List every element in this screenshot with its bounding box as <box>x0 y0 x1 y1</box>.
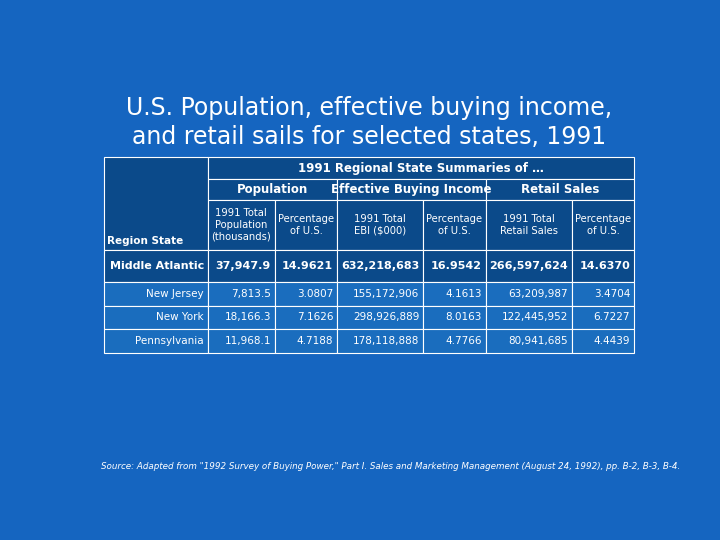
Bar <box>485 179 634 200</box>
Bar <box>423 282 485 306</box>
Text: 8.0163: 8.0163 <box>445 313 482 322</box>
Bar <box>485 329 572 353</box>
Text: 122,445,952: 122,445,952 <box>502 313 568 322</box>
Text: Population: Population <box>237 183 308 196</box>
Bar <box>337 329 423 353</box>
Text: 7,813.5: 7,813.5 <box>231 289 271 299</box>
Bar <box>572 250 634 282</box>
Text: U.S. Population, effective buying income,
and retail sails for selected states, : U.S. Population, effective buying income… <box>126 96 612 149</box>
Text: 1991 Total
Retail Sales: 1991 Total Retail Sales <box>500 214 558 235</box>
Bar <box>275 250 337 282</box>
Text: 155,172,906: 155,172,906 <box>354 289 420 299</box>
Bar <box>423 250 485 282</box>
Bar <box>104 157 207 250</box>
Text: New York: New York <box>156 313 204 322</box>
Bar <box>572 282 634 306</box>
Bar <box>275 329 337 353</box>
Bar <box>207 250 275 282</box>
Text: Pennsylvania: Pennsylvania <box>135 336 204 346</box>
Text: Percentage
of U.S.: Percentage of U.S. <box>278 214 334 235</box>
Bar <box>337 200 423 250</box>
Text: Region State: Region State <box>107 236 184 246</box>
Text: 16.9542: 16.9542 <box>431 261 482 271</box>
Bar <box>104 250 207 282</box>
Text: Retail Sales: Retail Sales <box>521 183 599 196</box>
Text: 4.1613: 4.1613 <box>445 289 482 299</box>
Text: 63,209,987: 63,209,987 <box>508 289 568 299</box>
Bar <box>337 250 423 282</box>
Bar <box>275 306 337 329</box>
Text: Middle Atlantic: Middle Atlantic <box>109 261 204 271</box>
Bar <box>104 306 207 329</box>
Bar <box>423 200 485 250</box>
Bar <box>207 329 275 353</box>
Text: 18,166.3: 18,166.3 <box>225 313 271 322</box>
Bar <box>207 157 634 179</box>
Text: 4.7766: 4.7766 <box>445 336 482 346</box>
Text: 4.4439: 4.4439 <box>594 336 630 346</box>
Bar <box>207 179 337 200</box>
Bar <box>485 250 572 282</box>
Bar <box>572 329 634 353</box>
Bar <box>337 282 423 306</box>
Text: 14.6370: 14.6370 <box>580 261 630 271</box>
Text: New Jersey: New Jersey <box>146 289 204 299</box>
Text: Source: Adapted from "1992 Survey of Buying Power," Part I. Sales and Marketing : Source: Adapted from "1992 Survey of Buy… <box>101 462 680 470</box>
Text: 11,968.1: 11,968.1 <box>225 336 271 346</box>
Text: 6.7227: 6.7227 <box>594 313 630 322</box>
Bar <box>485 200 572 250</box>
Bar <box>572 306 634 329</box>
Text: 3.4704: 3.4704 <box>594 289 630 299</box>
Text: 1991 Total
Population
(thousands): 1991 Total Population (thousands) <box>212 208 271 241</box>
Bar <box>423 329 485 353</box>
Text: 14.9621: 14.9621 <box>282 261 333 271</box>
Text: 7.1626: 7.1626 <box>297 313 333 322</box>
Bar <box>207 200 275 250</box>
Bar <box>423 306 485 329</box>
Text: 298,926,889: 298,926,889 <box>354 313 420 322</box>
Text: 632,218,683: 632,218,683 <box>341 261 420 271</box>
Bar <box>275 282 337 306</box>
Bar <box>337 179 485 200</box>
Text: Percentage
of U.S.: Percentage of U.S. <box>426 214 482 235</box>
Bar <box>485 282 572 306</box>
Text: Effective Buying Income: Effective Buying Income <box>331 183 492 196</box>
Bar <box>337 306 423 329</box>
Text: 3.0807: 3.0807 <box>297 289 333 299</box>
Bar <box>104 329 207 353</box>
Text: 1991 Regional State Summaries of …: 1991 Regional State Summaries of … <box>298 161 544 174</box>
Bar <box>572 200 634 250</box>
Text: 80,941,685: 80,941,685 <box>508 336 568 346</box>
Text: 178,118,888: 178,118,888 <box>354 336 420 346</box>
Text: 266,597,624: 266,597,624 <box>490 261 568 271</box>
Text: 1991 Total
EBI ($000): 1991 Total EBI ($000) <box>354 214 406 235</box>
Bar <box>207 282 275 306</box>
Text: 37,947.9: 37,947.9 <box>216 261 271 271</box>
Bar <box>275 200 337 250</box>
Text: Percentage
of U.S.: Percentage of U.S. <box>575 214 631 235</box>
Text: 4.7188: 4.7188 <box>297 336 333 346</box>
Bar <box>485 306 572 329</box>
Bar <box>207 306 275 329</box>
Bar <box>104 282 207 306</box>
